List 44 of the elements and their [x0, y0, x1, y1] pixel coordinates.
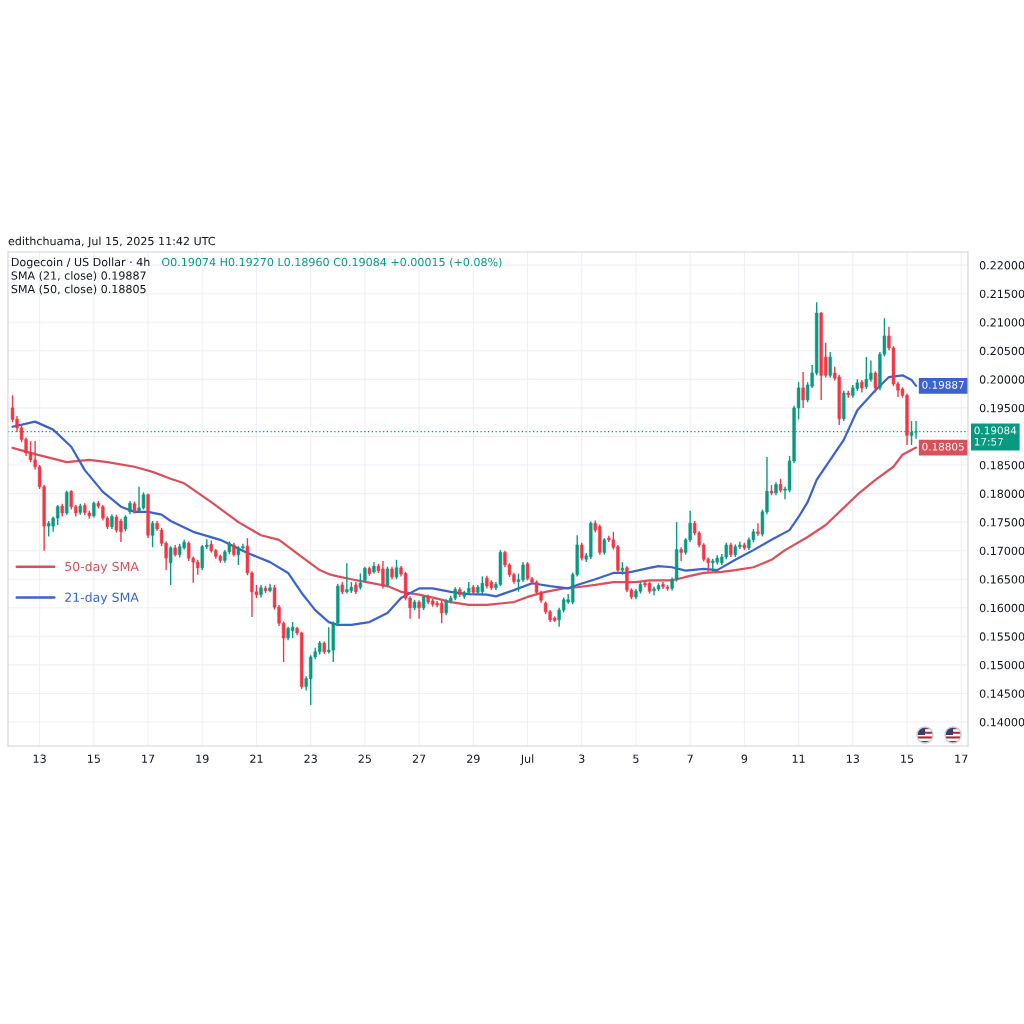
x-tick-label: 11 — [792, 754, 805, 763]
y-tick-label: 0.21500 — [979, 289, 1024, 299]
ref-line-label: 0.19084 17:57 — [974, 426, 1017, 446]
y-tick-label: 0.16000 — [979, 603, 1024, 613]
y-tick-label: 0.18500 — [979, 460, 1024, 470]
data-label: 0.18805 — [922, 442, 964, 451]
y-tick-label: 0.16500 — [979, 575, 1024, 584]
annotation: SMA (50, close) 0.18805 — [11, 284, 146, 295]
y-tick-label: 0.19500 — [979, 403, 1024, 413]
legend-label: 21-day SMA — [65, 592, 139, 605]
annotation: O0.19074 H0.19270 L0.18960 C0.19084 +0.00015 (+0.08%) — [162, 257, 502, 268]
y-tick-label: 0.21000 — [979, 318, 1024, 327]
x-tick-label: 25 — [358, 754, 371, 763]
y-tick-label: 0.15500 — [979, 632, 1024, 641]
y-tick-label: 0.17500 — [979, 518, 1024, 527]
x-tick-label: 3 — [579, 754, 585, 763]
x-tick-label: 19 — [196, 754, 209, 763]
y-tick-label: 0.22000 — [979, 261, 1024, 270]
y-tick-label: 0.18000 — [979, 489, 1024, 498]
x-tick-label: 15 — [901, 754, 914, 763]
x-tick-label: 23 — [304, 754, 317, 763]
data-label: 0.19887 — [922, 380, 964, 389]
x-tick-label: 13 — [846, 754, 859, 763]
x-tick-label: 29 — [467, 754, 480, 763]
x-tick-label: 27 — [412, 754, 426, 763]
y-tick-label: 0.20500 — [979, 346, 1024, 356]
x-tick-label: 7 — [687, 754, 693, 763]
chart-subtitle: edithchuama, Jul 15, 2025 11:42 UTC — [8, 236, 215, 248]
y-tick-label: 0.20000 — [979, 375, 1024, 384]
x-tick-label: 9 — [741, 754, 748, 763]
x-tick-label: 17 — [955, 754, 968, 763]
annotation: SMA (21, close) 0.19887 — [11, 271, 146, 282]
y-tick-label: 0.15000 — [979, 660, 1024, 670]
legend-label: 50-day SMA — [65, 561, 139, 574]
x-tick-label: 15 — [87, 754, 100, 763]
x-tick-label: 17 — [142, 754, 155, 763]
x-tick-label: 21 — [250, 754, 263, 763]
x-tick-label: 5 — [633, 754, 639, 763]
y-tick-label: 0.14000 — [979, 717, 1024, 727]
x-tick-label: Jul — [520, 754, 534, 765]
y-tick-label: 0.17000 — [979, 546, 1024, 556]
chart-title: Dogecoin / US Dollar · 4h — [11, 257, 150, 269]
x-tick-label: 13 — [33, 754, 46, 763]
y-tick-label: 0.14500 — [979, 689, 1024, 698]
